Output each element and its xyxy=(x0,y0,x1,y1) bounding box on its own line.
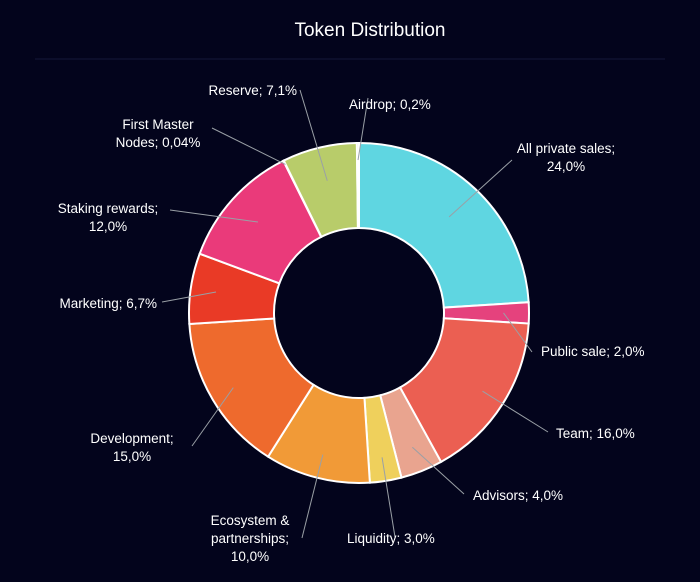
leader-line-advisors xyxy=(412,446,465,495)
label-ecosystem-and-partnerships: Ecosystem & partnerships; 10,0% xyxy=(211,513,290,564)
label-public-sale: Public sale; 2,0% xyxy=(541,344,645,359)
label-all-private-sales: All private sales; 24,0% xyxy=(517,141,615,174)
leader-line-ecosystem-and-partnerships xyxy=(301,454,324,539)
slices-group xyxy=(188,141,531,484)
chart-title: Token Distribution xyxy=(294,20,445,41)
label-first-master-nodes: First Master Nodes; 0,04% xyxy=(116,117,201,150)
label-airdrop: Airdrop; 0,2% xyxy=(349,97,431,112)
leader-line-reserve xyxy=(299,89,328,181)
leader-line-airdrop xyxy=(357,97,369,161)
leader-line-marketing xyxy=(161,291,217,303)
slice-airdrop xyxy=(355,141,360,230)
label-reserve: Reserve; 7,1% xyxy=(208,83,297,98)
label-marketing: Marketing; 6,7% xyxy=(59,296,157,311)
leader-line-all-private-sales xyxy=(448,159,513,218)
slice-all-private-sales xyxy=(358,141,530,309)
label-liquidity: Liquidity; 3,0% xyxy=(347,531,435,546)
label-staking-rewards: Staking rewards; 12,0% xyxy=(58,201,159,234)
labels-group: All private sales; 24,0% Public sale; 2,0%… xyxy=(58,83,645,564)
leader-line-first-master-nodes xyxy=(211,127,286,165)
leader-line-liquidity xyxy=(381,457,396,538)
label-team: Team; 16,0% xyxy=(556,426,635,441)
leader-line-public-sale xyxy=(503,312,533,353)
leader-line-staking-rewards xyxy=(169,209,258,223)
label-advisors: Advisors; 4,0% xyxy=(473,488,563,503)
leader-line-development xyxy=(191,387,234,447)
leader-lines-group xyxy=(161,89,549,539)
leader-line-team xyxy=(482,390,549,433)
label-development: Development; 15,0% xyxy=(90,431,173,464)
